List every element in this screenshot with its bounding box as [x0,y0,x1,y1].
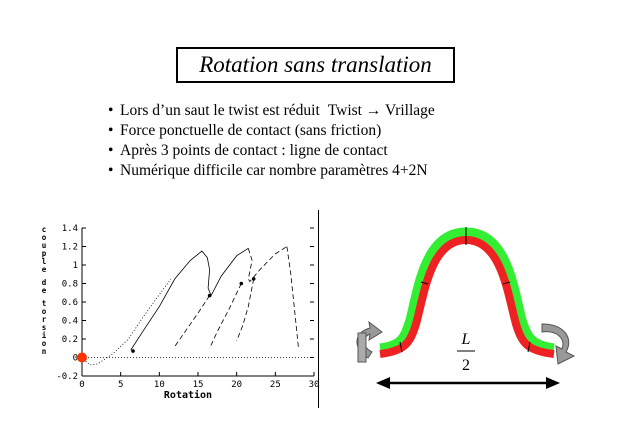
slide-title: Rotation sans translation [176,47,455,83]
series-line [207,247,249,297]
left-rotation-arrow-icon [356,320,383,363]
y-axis-label-letter: u [42,241,47,250]
data-point [207,293,212,298]
bullet-dot: • [108,162,114,179]
x-tick-label: 20 [231,380,242,390]
x-tick-label: 15 [193,380,204,390]
slide-title-text: Rotation sans translation [199,52,432,77]
y-axis-label-letter: e [42,265,47,274]
x-tick-label: 10 [154,380,165,390]
bullet-item: • Numérique difficile car nombre paramètr… [108,161,435,181]
x-axis-label: Rotation [164,389,212,401]
y-axis-label-letter: s [42,323,47,332]
y-tick-label: 1.2 [62,243,78,253]
y-tick-label: 0.8 [62,280,78,290]
bullet-text: Après 3 points de contact : ligne de con… [120,142,388,159]
y-tick-label: 1 [73,261,78,271]
series-line [130,250,210,351]
x-tick-label: 30 [309,380,318,390]
y-tick-label: 1.4 [62,224,78,234]
series-line [247,246,288,283]
bullet-list: • Lors d’un saut le twist est réduit Twist… [108,101,435,181]
y-axis-label-letter: t [42,299,47,308]
series-line [209,283,242,349]
bullet-dot: • [108,102,114,119]
right-rotation-arrow-icon [541,323,576,365]
y-tick-label: -0.2 [56,372,78,382]
series-line [174,295,210,347]
bullet-text: Lors d’un saut le twist est réduit [120,102,320,119]
x-tick-label: 25 [270,380,281,390]
vertical-divider [318,210,319,408]
data-point [251,277,256,281]
length-arrow [376,377,560,389]
bullet-dot: • [108,142,114,159]
y-tick-label: 0.2 [62,335,78,345]
y-axis-label-letter: i [42,331,47,340]
data-point [131,349,135,353]
torque-chart: -0.200.20.40.60.811.21.40 5 10 15 20 25 30Rota… [42,224,318,401]
y-tick-label: 0 [73,354,78,364]
y-axis-label-letter: o [42,233,47,242]
bullet-item: • Force ponctuelle de contact (sans frict… [108,121,435,141]
y-axis-label-letter: n [42,347,47,356]
bullet-item: • Lors d’un saut le twist est réduit Twist… [108,101,435,121]
bullet-extra: Twist → Vrillage [327,102,435,119]
bullet-item: • Après 3 points de contact : ligne de co… [108,141,435,161]
series-line [83,278,172,366]
y-axis-label-letter: e [42,286,47,295]
y-tick-label: 0.6 [62,298,78,308]
rod-diagram: L 2 [356,227,576,389]
fraction-numerator: L [461,331,471,348]
y-axis-label-letter: r [42,315,47,324]
y-axis-label-letter: p [42,249,47,258]
data-point [239,281,244,286]
x-tick-label: 5 [118,380,123,390]
y-axis-label-letter: c [42,225,47,234]
series-line [286,246,299,349]
y-axis-label-letter: o [42,307,47,316]
y-axis-label-letter: l [42,257,47,266]
bullet-text: Force ponctuelle de contact (sans fricti… [120,122,382,139]
y-tick-label: 0.4 [62,317,78,327]
rod-segment-ticks [399,227,531,353]
bullet-dot: • [108,122,114,139]
bullet-text: Numérique difficile car nombre paramètre… [120,162,428,179]
y-axis-label-letter: o [42,339,47,348]
y-axis-label-letter: d [42,278,47,287]
origin-marker [77,352,87,363]
x-tick-label: 0 [79,380,84,390]
fraction-denominator: 2 [462,357,470,374]
series-line [236,278,255,341]
